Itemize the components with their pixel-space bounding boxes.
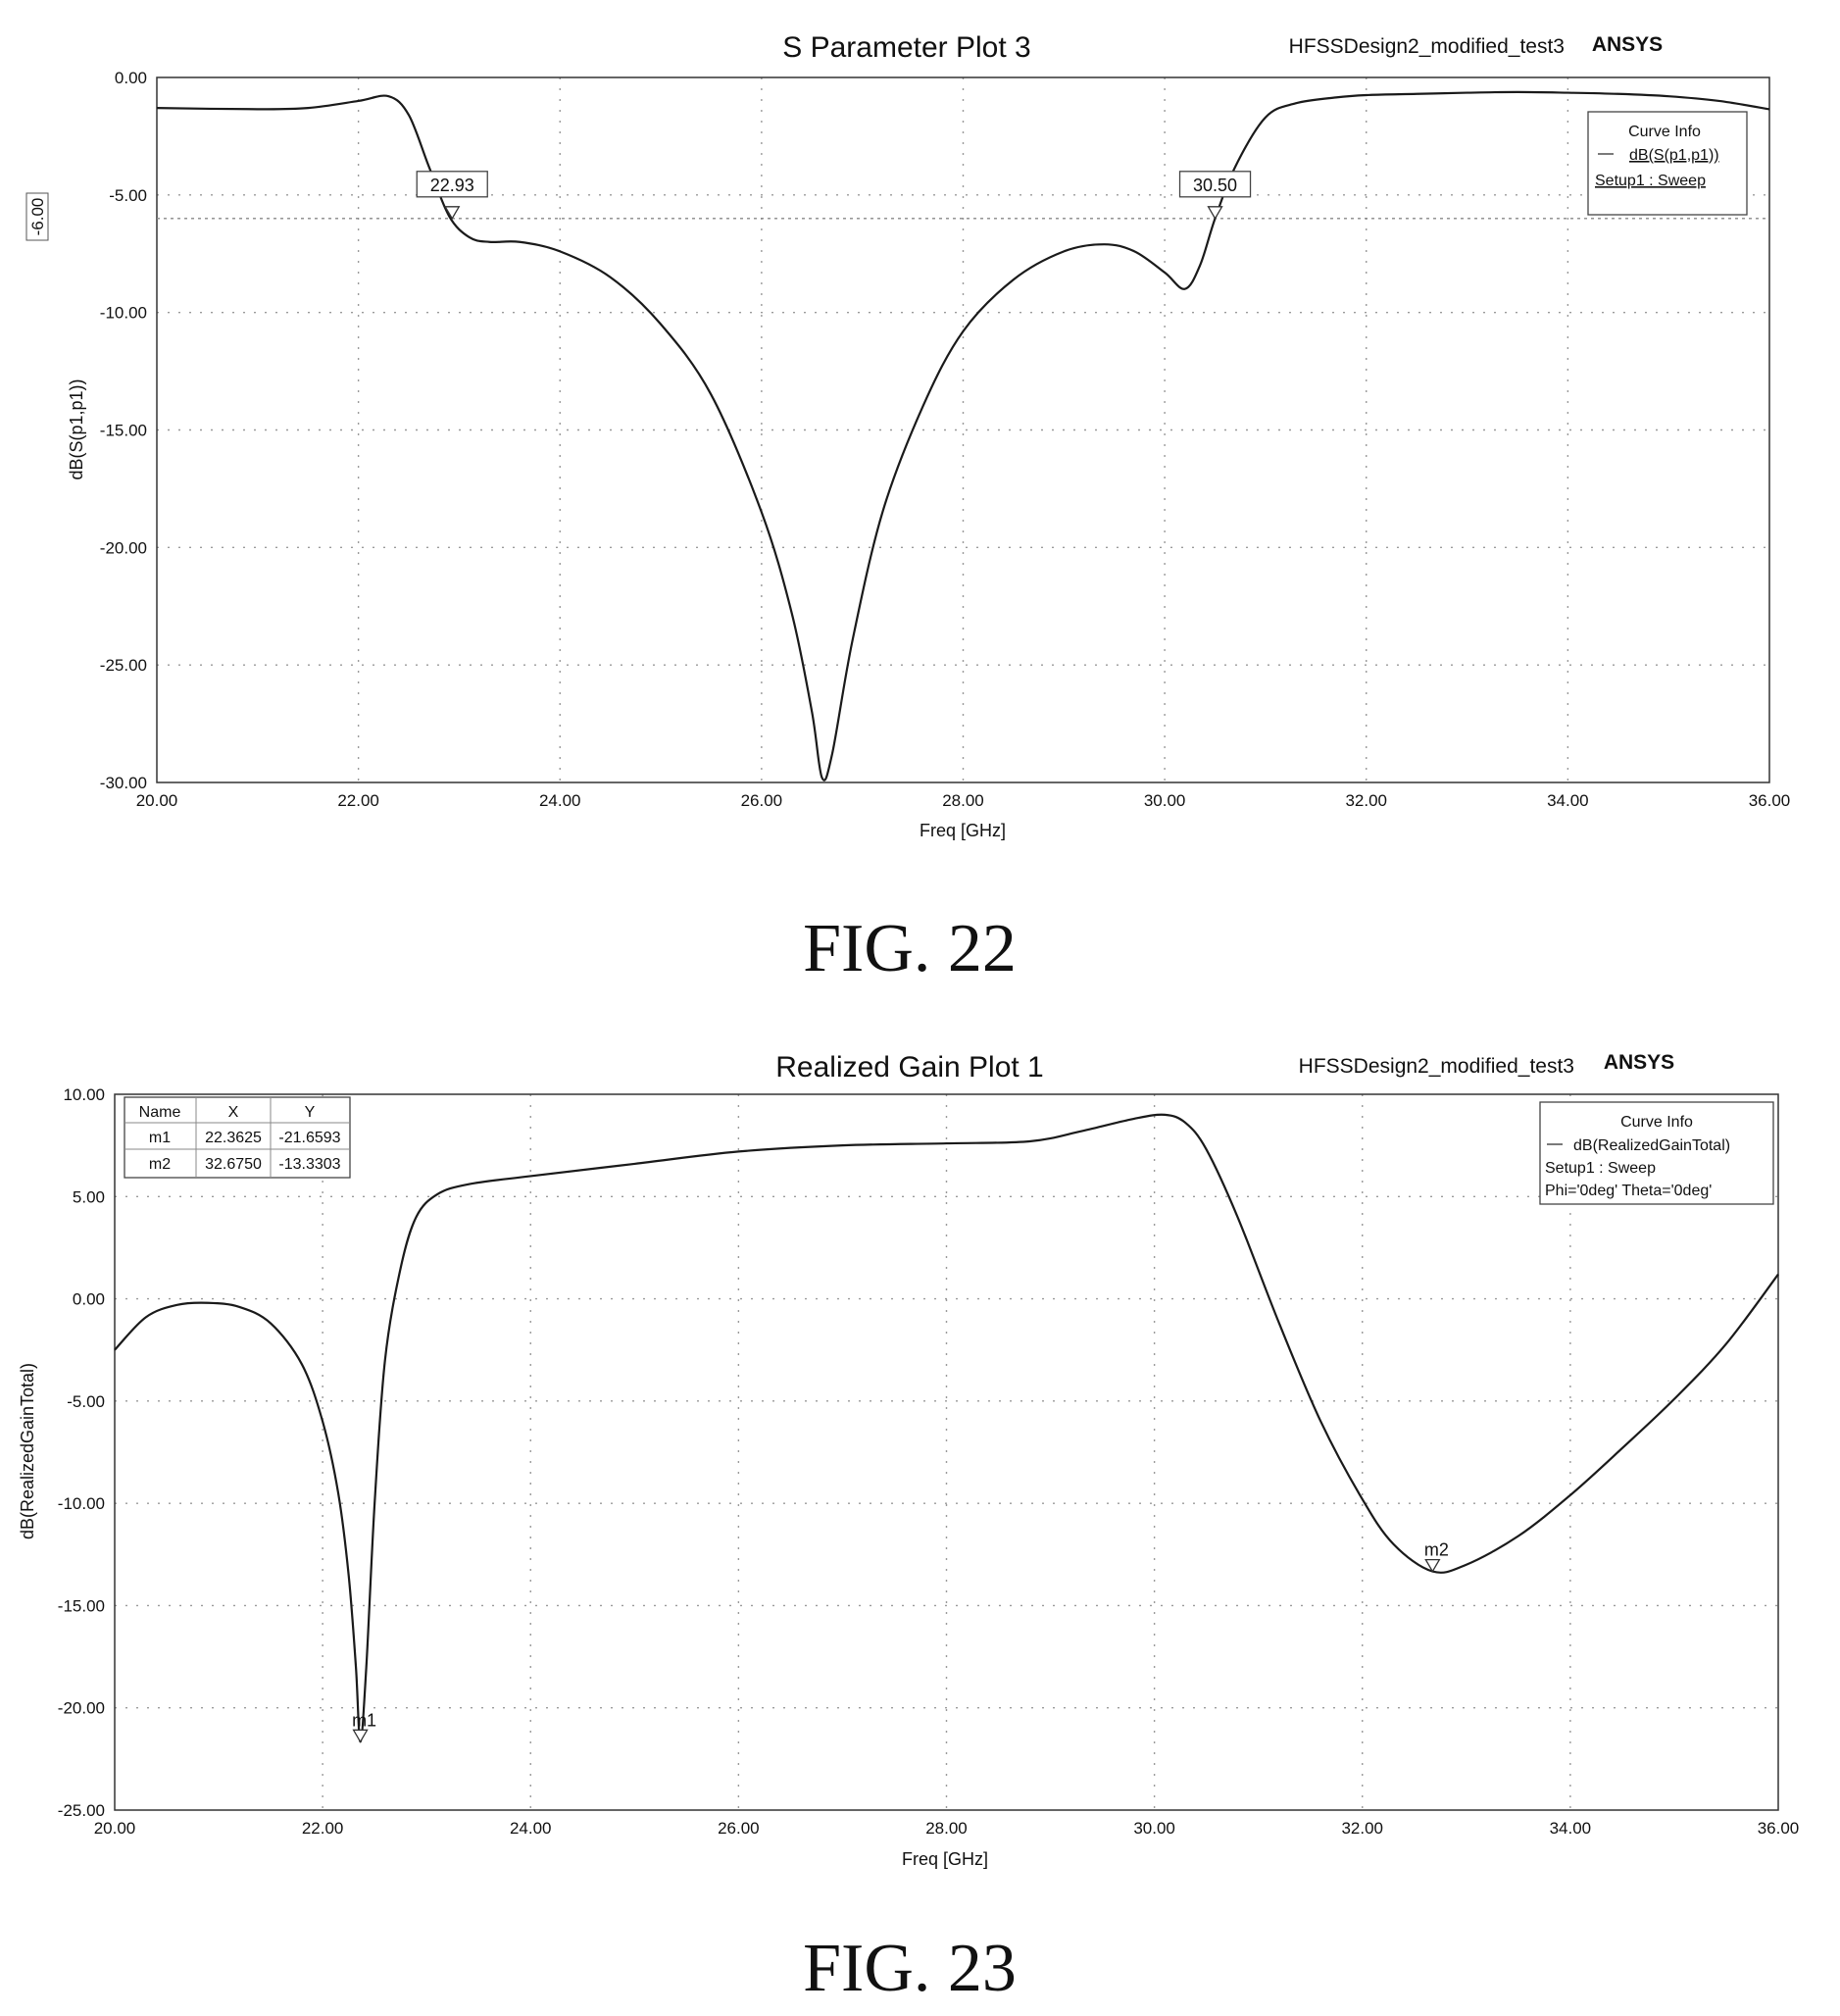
table-cell: 22.3625 bbox=[205, 1130, 262, 1146]
legend: Curve Info dB(RealizedGainTotal) Setup1 … bbox=[1539, 1101, 1774, 1205]
chart-s-parameter: S Parameter Plot 3 HFSSDesign2_modified_… bbox=[25, 31, 1791, 840]
x-tick-label: 34.00 bbox=[1547, 791, 1589, 810]
brand-label: ANSYS bbox=[1592, 33, 1663, 56]
y-tick-label: -5.00 bbox=[109, 186, 147, 205]
y-tick-label: -30.00 bbox=[100, 774, 147, 792]
reference-line-label: -6.00 bbox=[25, 192, 49, 241]
y-axis-label: dB(S(p1,p1)) bbox=[67, 378, 86, 479]
series-layer bbox=[114, 1113, 1779, 1743]
table-header-name: Name bbox=[139, 1104, 181, 1121]
x-tick-label: 36.00 bbox=[1758, 1819, 1800, 1838]
legend: Curve Info dB(S(p1,p1)) Setup1 : Sweep bbox=[1587, 111, 1748, 216]
y-tick-labels: 0.00 -5.00 -10.00 -15.00 -20.00 -25.00 -30.00 bbox=[100, 69, 147, 792]
x-axis-label: Freq [GHz] bbox=[920, 821, 1006, 840]
y-tick-label: 5.00 bbox=[73, 1187, 105, 1206]
marker-table: Name X Y m1 22.3625 -21.6593 m2 32.6750 … bbox=[124, 1096, 351, 1179]
table-cell: -21.6593 bbox=[278, 1130, 340, 1146]
series-line bbox=[114, 1113, 1779, 1743]
design-name: HFSSDesign2_modified_test3 bbox=[1299, 1055, 1574, 1078]
x-axis-label: Freq [GHz] bbox=[902, 1849, 988, 1869]
chart-title: Realized Gain Plot 1 bbox=[775, 1051, 1044, 1084]
x-tick-label: 26.00 bbox=[741, 791, 783, 810]
x-tick-label: 28.00 bbox=[925, 1819, 968, 1838]
legend-variables: Phi='0deg' Theta='0deg' bbox=[1545, 1183, 1712, 1199]
legend-box bbox=[1587, 111, 1748, 216]
legend-box bbox=[1539, 1101, 1774, 1205]
reference-label-text: -6.00 bbox=[28, 198, 47, 236]
marker-layer: 22.93 30.50 bbox=[416, 171, 1252, 221]
legend-series-name: dB(S(p1,p1)) bbox=[1629, 147, 1719, 164]
x-tick-labels: 20.00 22.00 24.00 26.00 28.00 30.00 32.00 34.00… bbox=[94, 1819, 1800, 1838]
x-tick-labels: 20.00 22.00 24.00 26.00 28.00 30.00 32.00 34.00… bbox=[136, 791, 1791, 810]
x-tick-label: 26.00 bbox=[718, 1819, 760, 1838]
chart-title: S Parameter Plot 3 bbox=[782, 31, 1030, 64]
marker-label-box bbox=[1178, 171, 1252, 198]
y-tick-label: -15.00 bbox=[58, 1596, 105, 1615]
marker-triangle bbox=[1207, 206, 1223, 221]
series-line bbox=[156, 90, 1770, 781]
y-tick-label: 0.00 bbox=[73, 1290, 105, 1309]
y-tick-label: 10.00 bbox=[63, 1085, 105, 1104]
marker-table-box bbox=[124, 1096, 351, 1179]
x-tick-label: 20.00 bbox=[94, 1819, 136, 1838]
y-tick-label: -25.00 bbox=[100, 656, 147, 675]
table-cell: -13.3303 bbox=[278, 1156, 340, 1173]
plot-frame bbox=[114, 1093, 1779, 1811]
x-tick-label: 28.00 bbox=[942, 791, 984, 810]
marker-label: m2 bbox=[1424, 1540, 1449, 1560]
table-cell: 32.6750 bbox=[205, 1156, 262, 1173]
legend-setup: Setup1 : Sweep bbox=[1595, 173, 1706, 189]
y-tick-label: -20.00 bbox=[58, 1699, 105, 1718]
figure-caption-22: FIG. 22 bbox=[803, 911, 1017, 986]
y-tick-label: -25.00 bbox=[58, 1801, 105, 1820]
marker-triangle bbox=[1424, 1558, 1441, 1573]
marker-layer: m1 m2 bbox=[352, 1540, 1449, 1743]
y-tick-labels: 10.00 5.00 0.00 -5.00 -10.00 -15.00 -20.00 -25.… bbox=[58, 1085, 105, 1820]
plot-frame bbox=[156, 76, 1770, 783]
x-tick-label: 30.00 bbox=[1133, 1819, 1175, 1838]
marker-triangle bbox=[352, 1729, 369, 1743]
y-tick-label: -10.00 bbox=[58, 1494, 105, 1513]
x-tick-label: 36.00 bbox=[1749, 791, 1791, 810]
chart-grid bbox=[115, 1094, 1778, 1810]
x-tick-label: 32.00 bbox=[1341, 1819, 1383, 1838]
reference-label-box bbox=[25, 192, 49, 241]
chart-grid bbox=[157, 77, 1769, 782]
y-tick-label: -10.00 bbox=[100, 304, 147, 323]
table-header-y: Y bbox=[305, 1104, 316, 1121]
x-tick-label: 30.00 bbox=[1144, 791, 1186, 810]
marker-label-box bbox=[416, 171, 488, 198]
x-tick-label: 34.00 bbox=[1550, 1819, 1592, 1838]
x-tick-label: 22.00 bbox=[302, 1819, 344, 1838]
y-tick-label: -5.00 bbox=[67, 1392, 105, 1411]
legend-title: Curve Info bbox=[1620, 1114, 1693, 1131]
legend-setup: Setup1 : Sweep bbox=[1545, 1160, 1656, 1177]
x-tick-label: 22.00 bbox=[337, 791, 379, 810]
series-layer bbox=[156, 90, 1770, 781]
legend-series-name: dB(RealizedGainTotal) bbox=[1573, 1137, 1730, 1154]
legend-title: Curve Info bbox=[1628, 124, 1701, 140]
design-name: HFSSDesign2_modified_test3 bbox=[1289, 35, 1565, 58]
table-cell: m1 bbox=[149, 1130, 171, 1146]
marker-label: 22.93 bbox=[430, 176, 474, 195]
table-cell: m2 bbox=[149, 1156, 171, 1173]
y-axis-label: dB(RealizedGainTotal) bbox=[18, 1363, 37, 1539]
x-tick-label: 24.00 bbox=[510, 1819, 552, 1838]
marker-triangle bbox=[444, 206, 461, 221]
figure-caption-23: FIG. 23 bbox=[803, 1931, 1017, 2006]
y-tick-label: -20.00 bbox=[100, 538, 147, 557]
y-tick-label: -15.00 bbox=[100, 422, 147, 440]
chart-realized-gain: Realized Gain Plot 1 HFSSDesign2_modifie… bbox=[18, 1051, 1799, 1869]
marker-label: 30.50 bbox=[1193, 176, 1237, 195]
x-tick-label: 20.00 bbox=[136, 791, 178, 810]
y-tick-label: 0.00 bbox=[115, 69, 147, 87]
marker-label: m1 bbox=[352, 1710, 376, 1730]
brand-label: ANSYS bbox=[1604, 1051, 1674, 1074]
table-header-x: X bbox=[228, 1104, 239, 1121]
x-tick-label: 32.00 bbox=[1345, 791, 1387, 810]
x-tick-label: 24.00 bbox=[539, 791, 581, 810]
